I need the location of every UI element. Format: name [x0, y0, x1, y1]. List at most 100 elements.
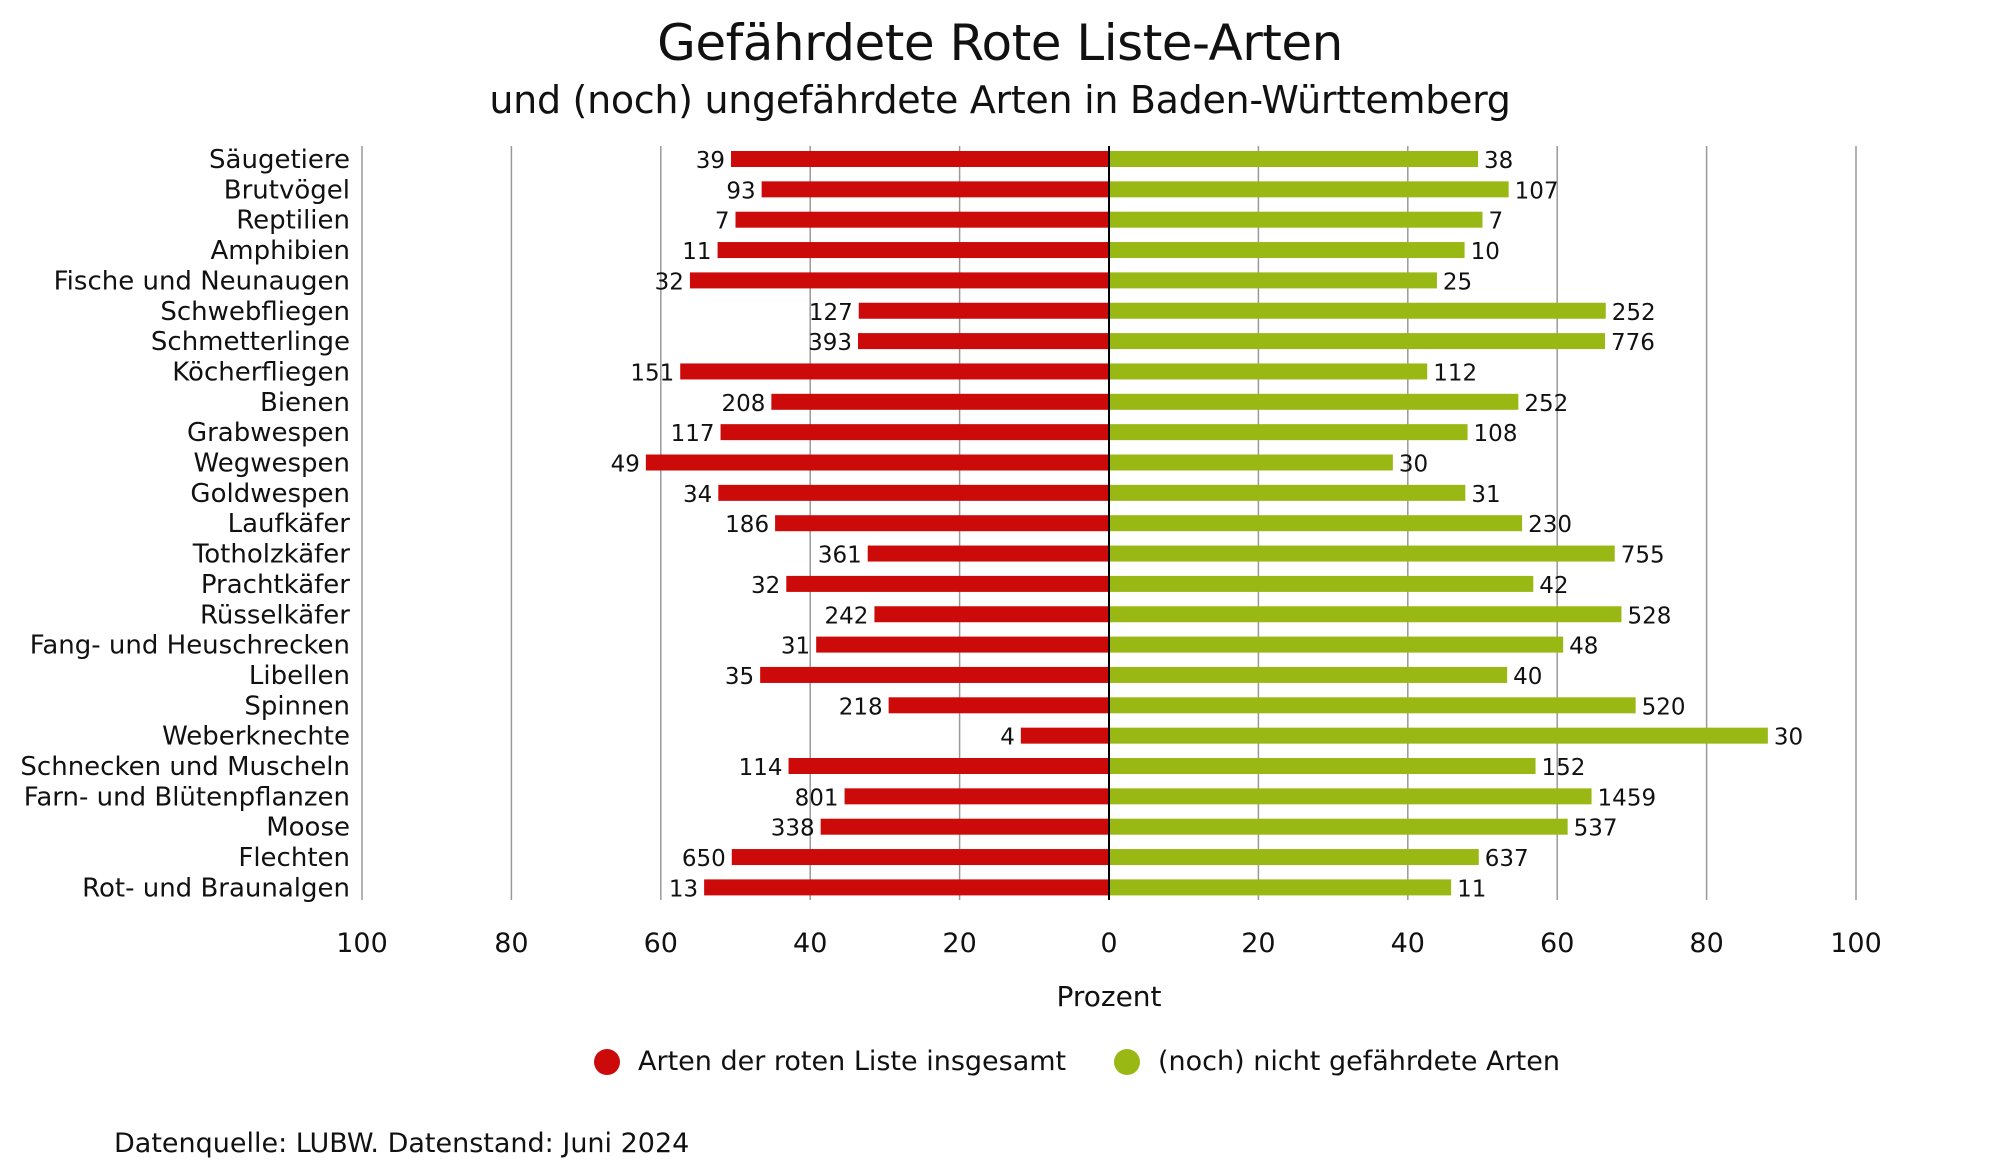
category-label: Spinnen	[244, 691, 350, 721]
category-label: Laufkäfer	[228, 509, 351, 539]
not-endangered-count-label: 1459	[1598, 785, 1657, 811]
red-list-bar	[788, 758, 1109, 774]
category-label: Prachtkäfer	[201, 570, 350, 600]
red-list-count-label: 11	[682, 239, 711, 265]
x-tick-label: 20	[942, 928, 976, 959]
x-axis-label: Prozent	[1056, 980, 1161, 1013]
red-list-count-label: 34	[683, 482, 712, 508]
not-endangered-count-label: 30	[1774, 725, 1803, 751]
red-list-bar	[717, 242, 1109, 259]
not-endangered-count-label: 520	[1642, 694, 1686, 720]
red-list-bar	[867, 545, 1109, 562]
not-endangered-count-label: 252	[1524, 391, 1568, 417]
not-endangered-count-label: 107	[1515, 178, 1559, 204]
x-tick-label: 60	[644, 928, 678, 959]
not-endangered-bar	[1109, 666, 1508, 683]
category-label: Säugetiere	[209, 145, 350, 175]
red-list-count-label: 361	[818, 543, 862, 569]
red-legend-marker	[594, 1048, 620, 1075]
category-label: Bienen	[260, 388, 350, 418]
red-list-bar	[858, 333, 1109, 350]
category-label: Reptilien	[236, 206, 350, 236]
category-label: Flechten	[238, 843, 350, 873]
red-list-bar	[844, 788, 1109, 805]
red-list-bar	[689, 272, 1109, 289]
red-list-bar	[775, 515, 1109, 532]
red-list-bar	[888, 697, 1109, 714]
not-endangered-bar	[1109, 484, 1466, 501]
not-endangered-count-label: 25	[1443, 269, 1472, 295]
category-label: Rot- und Braunalgen	[82, 873, 350, 903]
not-endangered-count-label: 10	[1471, 239, 1500, 265]
red-list-bar	[731, 849, 1109, 866]
not-endangered-bar	[1109, 424, 1468, 441]
not-endangered-count-label: 30	[1399, 452, 1428, 478]
red-list-bar	[820, 818, 1109, 835]
not-endangered-count-label: 637	[1485, 846, 1529, 872]
not-endangered-count-label: 230	[1528, 512, 1572, 538]
not-endangered-count-label: 40	[1513, 664, 1542, 690]
red-list-bar	[718, 484, 1109, 501]
not-endangered-bar	[1109, 758, 1536, 774]
red-list-bar	[761, 181, 1109, 198]
not-endangered-count-label: 7	[1489, 209, 1504, 235]
not-endangered-count-label: 755	[1621, 543, 1665, 569]
not-endangered-count-label: 38	[1484, 148, 1513, 174]
red-list-count-label: 338	[771, 816, 815, 842]
category-label: Farn- und Blütenpflanzen	[24, 782, 350, 812]
category-label: Amphibien	[210, 236, 350, 266]
category-label: Moose	[266, 813, 350, 843]
category-label: Fische und Neunaugen	[54, 266, 350, 296]
not-endangered-count-label: 528	[1627, 603, 1671, 629]
red-list-count-label: 801	[795, 785, 839, 811]
chart-subtitle: und (noch) ungefährdete Arten in Baden-W…	[489, 78, 1511, 122]
red-list-count-label: 35	[725, 664, 754, 690]
red-list-count-label: 31	[781, 634, 810, 660]
category-label: Totholzkäfer	[192, 540, 351, 570]
not-endangered-count-label: 48	[1569, 634, 1598, 660]
not-endangered-bar	[1109, 818, 1568, 835]
red-list-count-label: 151	[630, 360, 674, 386]
chart-title: Gefährdete Rote Liste-Arten	[657, 14, 1343, 72]
x-tick-label: 20	[1241, 928, 1275, 959]
red-list-count-label: 186	[725, 512, 769, 538]
red-list-count-label: 114	[739, 755, 783, 781]
x-tick-label: 0	[1100, 928, 1117, 959]
legend-label-red-list: Arten der roten Liste insgesamt	[638, 1046, 1067, 1077]
red-list-count-label: 393	[808, 330, 852, 356]
red-list-count-label: 32	[655, 269, 684, 295]
red-list-bar	[1020, 727, 1109, 744]
category-label: Grabwespen	[187, 418, 350, 448]
red-list-count-label: 39	[696, 148, 725, 174]
red-list-bar	[786, 575, 1109, 592]
x-tick-label: 40	[793, 928, 827, 959]
red-list-count-label: 117	[671, 421, 715, 447]
x-tick-label: 60	[1540, 928, 1574, 959]
not-endangered-bar	[1109, 333, 1606, 350]
not-endangered-count-label: 108	[1474, 421, 1518, 447]
not-endangered-bar	[1109, 181, 1509, 198]
not-endangered-bar	[1109, 151, 1479, 167]
red-list-bar	[720, 424, 1109, 441]
not-endangered-bar	[1109, 636, 1564, 653]
not-endangered-bar	[1109, 393, 1519, 410]
category-label: Schwebfliegen	[160, 297, 350, 327]
not-endangered-count-label: 112	[1433, 360, 1477, 386]
red-list-count-label: 93	[726, 178, 755, 204]
x-tick-label: 100	[1830, 928, 1882, 959]
not-endangered-count-label: 152	[1542, 755, 1586, 781]
not-endangered-bar	[1109, 454, 1393, 471]
category-label: Rüsselkäfer	[200, 600, 350, 630]
not-endangered-bar	[1109, 515, 1523, 532]
not-endangered-bar	[1109, 575, 1534, 592]
not-endangered-bar	[1109, 879, 1452, 896]
red-list-count-label: 4	[1000, 725, 1015, 751]
not-endangered-bar	[1109, 788, 1592, 805]
category-label: Schnecken und Muscheln	[20, 752, 350, 782]
not-endangered-count-label: 11	[1457, 876, 1486, 902]
red-list-count-label: 208	[721, 391, 765, 417]
red-list-bar	[858, 302, 1109, 319]
red-list-bar	[731, 151, 1109, 167]
not-endangered-count-label: 776	[1611, 330, 1655, 356]
data-source-note: Datenquelle: LUBW. Datenstand: Juni 2024	[114, 1128, 690, 1159]
